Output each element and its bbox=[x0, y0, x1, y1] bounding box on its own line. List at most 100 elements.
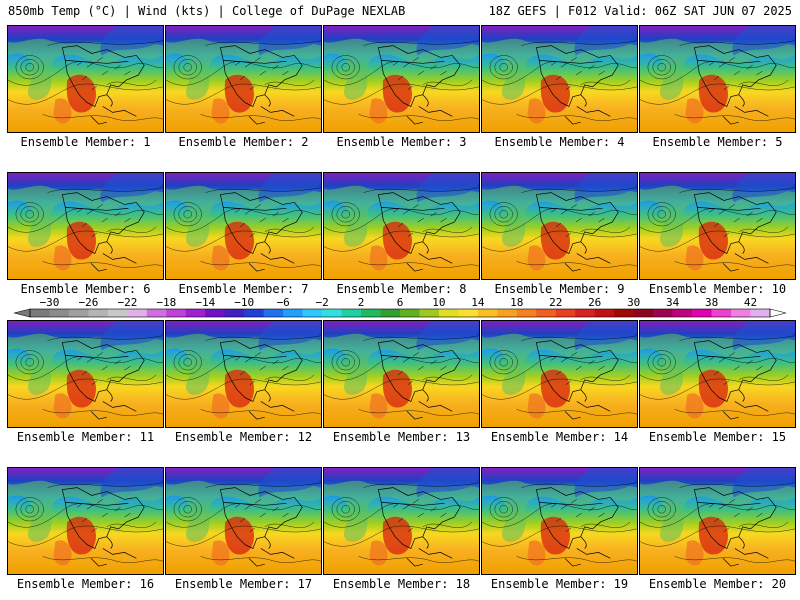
colorbar-swatch bbox=[672, 309, 693, 317]
ensemble-member-map bbox=[323, 320, 480, 428]
colorbar-tick-label: 10 bbox=[432, 296, 445, 309]
colorbar-swatch bbox=[711, 309, 732, 317]
colorbar-swatch bbox=[380, 309, 401, 317]
ensemble-member-map bbox=[165, 467, 322, 575]
colorbar-swatch bbox=[361, 309, 381, 317]
ensemble-member-map bbox=[481, 172, 638, 280]
colorbar-tick-label: −14 bbox=[195, 296, 215, 309]
colorbar-right-arrow bbox=[769, 308, 787, 318]
ensemble-member-label: Ensemble Member: 8 bbox=[336, 282, 467, 296]
ensemble-member-label: Ensemble Member: 12 bbox=[174, 430, 313, 444]
ensemble-member-map bbox=[639, 25, 796, 133]
colorbar-swatch bbox=[555, 309, 576, 317]
colorbar-swatch bbox=[107, 309, 128, 317]
colorbar-left-arrow bbox=[13, 308, 31, 318]
colorbar-swatch bbox=[438, 309, 459, 317]
ensemble-member-map bbox=[481, 320, 638, 428]
colorbar-tick-label: −26 bbox=[78, 296, 98, 309]
ensemble-member-label: Ensemble Member: 18 bbox=[332, 577, 471, 591]
ensemble-member-label: Ensemble Member: 11 bbox=[16, 430, 155, 444]
ensemble-member-label: Ensemble Member: 4 bbox=[494, 135, 625, 149]
colorbar-tick-label: 14 bbox=[471, 296, 485, 309]
colorbar-tick-label: 26 bbox=[588, 296, 601, 309]
colorbar-tick-label: −22 bbox=[117, 296, 137, 309]
colorbar-tick-label: 34 bbox=[666, 296, 680, 309]
ensemble-member-label: Ensemble Member: 9 bbox=[494, 282, 625, 296]
ensemble-member-map bbox=[7, 172, 164, 280]
ensemble-member-map bbox=[323, 25, 480, 133]
colorbar-tick-label: 30 bbox=[627, 296, 640, 309]
colorbar-swatch bbox=[166, 309, 187, 317]
colorbar-swatch bbox=[516, 309, 537, 317]
colorbar-swatch bbox=[88, 309, 109, 317]
ensemble-member-label: Ensemble Member: 16 bbox=[16, 577, 155, 591]
colorbar-swatch bbox=[692, 309, 712, 317]
colorbar-tick-label: 22 bbox=[549, 296, 562, 309]
colorbar-swatch bbox=[185, 309, 206, 317]
ensemble-member-map bbox=[481, 25, 638, 133]
ensemble-member-map bbox=[639, 320, 796, 428]
colorbar-tick-label: −6 bbox=[277, 296, 290, 309]
ensemble-member-label: Ensemble Member: 2 bbox=[178, 135, 309, 149]
ensemble-member-label: Ensemble Member: 15 bbox=[648, 430, 787, 444]
colorbar-swatch bbox=[497, 309, 518, 317]
ensemble-member-label: Ensemble Member: 6 bbox=[20, 282, 151, 296]
ensemble-member-map bbox=[323, 172, 480, 280]
ensemble-member-map bbox=[165, 320, 322, 428]
colorbar-tick-label: 6 bbox=[397, 296, 404, 309]
ensemble-member-label: Ensemble Member: 17 bbox=[174, 577, 313, 591]
ensemble-member-label: Ensemble Member: 19 bbox=[490, 577, 629, 591]
ensemble-member-label: Ensemble Member: 20 bbox=[648, 577, 787, 591]
colorbar-swatch bbox=[633, 309, 654, 317]
colorbar-tick-label: 38 bbox=[705, 296, 718, 309]
ensemble-member-map bbox=[481, 467, 638, 575]
ensemble-member-label: Ensemble Member: 5 bbox=[652, 135, 783, 149]
ensemble-member-map bbox=[639, 467, 796, 575]
model-valid-time: 18Z GEFS | F012 Valid: 06Z SAT JUN 07 20… bbox=[488, 4, 792, 18]
colorbar-swatch bbox=[653, 309, 673, 317]
colorbar-swatch bbox=[731, 309, 751, 317]
colorbar-swatch bbox=[536, 309, 557, 317]
temperature-colorbar: −30 −26 −22 −18 −14 −10 −6 −2 2 6 10 14 18 22 26 30 34 38… bbox=[0, 296, 800, 326]
colorbar-tick-label: −10 bbox=[234, 296, 254, 309]
colorbar-swatch bbox=[127, 309, 148, 317]
ensemble-member-map bbox=[639, 172, 796, 280]
colorbar-swatch bbox=[419, 309, 440, 317]
colorbar-tick-label: 18 bbox=[510, 296, 523, 309]
colorbar-swatch bbox=[477, 309, 498, 317]
colorbar-swatch bbox=[146, 309, 167, 317]
colorbar-tick-label: −18 bbox=[156, 296, 176, 309]
ensemble-member-label: Ensemble Member: 13 bbox=[332, 430, 471, 444]
colorbar-swatch bbox=[341, 309, 362, 317]
colorbar-swatch bbox=[30, 309, 50, 317]
colorbar-tick-label: −2 bbox=[315, 296, 328, 309]
colorbar-tick-label: 42 bbox=[744, 296, 757, 309]
colorbar-tick-label: −30 bbox=[40, 296, 60, 309]
ensemble-member-map bbox=[165, 25, 322, 133]
colorbar-swatch bbox=[49, 309, 70, 317]
colorbar-swatch bbox=[594, 309, 615, 317]
colorbar-swatch bbox=[68, 309, 89, 317]
ensemble-member-map bbox=[7, 467, 164, 575]
ensemble-member-label: Ensemble Member: 1 bbox=[20, 135, 151, 149]
ensemble-member-map bbox=[323, 467, 480, 575]
colorbar-swatch bbox=[750, 309, 771, 317]
ensemble-member-label: Ensemble Member: 10 bbox=[648, 282, 787, 296]
colorbar-swatch bbox=[575, 309, 596, 317]
colorbar-swatch bbox=[244, 309, 264, 317]
ensemble-member-label: Ensemble Member: 3 bbox=[336, 135, 467, 149]
colorbar-swatch bbox=[614, 309, 634, 317]
colorbar-swatch bbox=[302, 309, 323, 317]
ensemble-member-label: Ensemble Member: 7 bbox=[178, 282, 309, 296]
colorbar-swatch bbox=[205, 309, 226, 317]
colorbar-swatch bbox=[263, 309, 284, 317]
colorbar-swatch bbox=[224, 309, 245, 317]
colorbar-tick-label: 2 bbox=[358, 296, 365, 309]
colorbar-swatch bbox=[458, 309, 479, 317]
ensemble-member-map bbox=[7, 25, 164, 133]
map-title: 850mb Temp (°C) | Wind (kts) | College o… bbox=[8, 4, 406, 18]
ensemble-member-map bbox=[7, 320, 164, 428]
ensemble-member-map bbox=[165, 172, 322, 280]
ensemble-member-label: Ensemble Member: 14 bbox=[490, 430, 629, 444]
colorbar-swatch bbox=[283, 309, 303, 317]
